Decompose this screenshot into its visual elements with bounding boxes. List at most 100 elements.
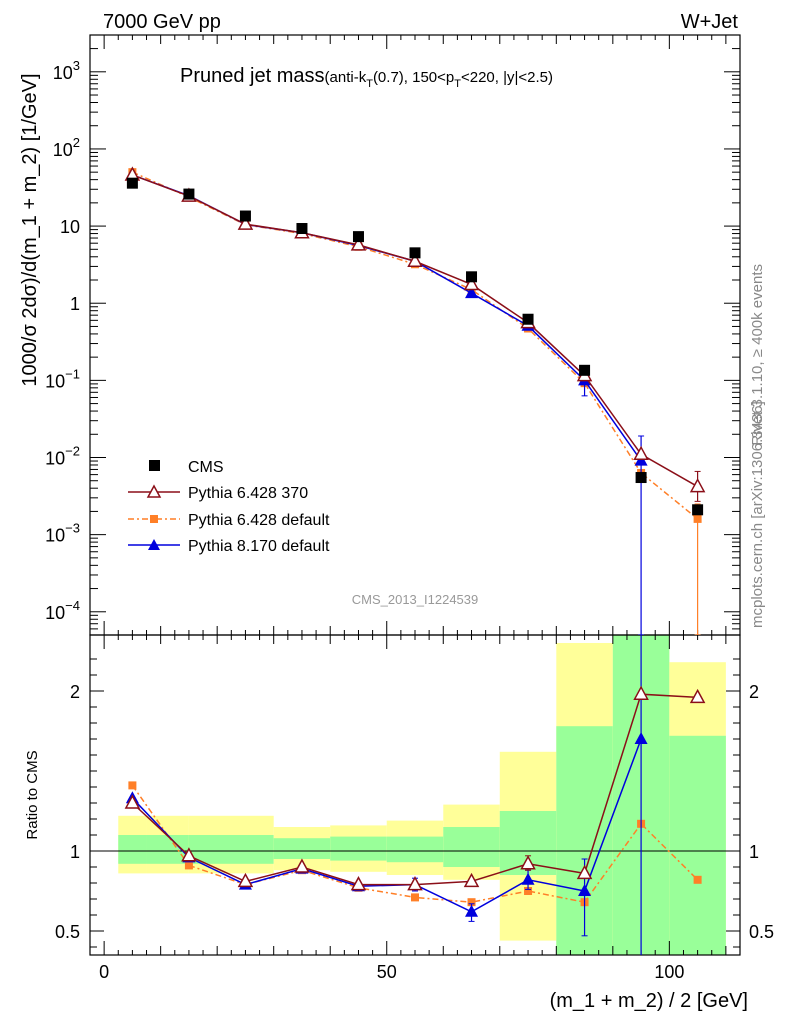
ratio-p6-370-point xyxy=(350,876,367,891)
y-tick-label-exponent: −3 xyxy=(65,521,80,536)
ratio-y-tick-label: 1 xyxy=(70,842,80,862)
y-tick-label-exponent: 2 xyxy=(73,135,80,150)
plot-title-sub-mid: (0.7), 150<p xyxy=(373,69,454,86)
ratio-p8-point xyxy=(578,884,592,896)
band-inner xyxy=(118,835,147,864)
legend: CMS Pythia 6.428 370 Pythia 6.428 defaul… xyxy=(128,459,330,555)
y-tick-label-mantissa: 10 xyxy=(53,140,73,160)
x-axis-title: (m_1 + m_2) / 2 [GeV] xyxy=(550,990,748,1012)
main-p6-370-point xyxy=(689,477,706,493)
ratio-p8-point xyxy=(521,872,535,885)
ratio-y-tick-label-right: 2 xyxy=(749,682,759,702)
ratio-y-tick-label: 0.5 xyxy=(55,922,80,942)
ratio-p6-370-point xyxy=(689,688,706,704)
main-cms-point xyxy=(579,364,591,376)
ratio-p6-default-point xyxy=(184,861,193,870)
y-tick-label-exponent: −2 xyxy=(65,444,80,459)
legend-marker-p6-default xyxy=(150,515,158,523)
ratio-p6-370-point xyxy=(407,876,423,891)
main-p6-default-point xyxy=(693,514,702,523)
legend-label-p6-default: Pythia 6.428 default xyxy=(188,512,330,529)
band-inner xyxy=(188,835,274,864)
plot-title: Pruned jet mass(anti-kT(0.7), 150<pT<220… xyxy=(180,65,553,90)
y-tick-label-exponent: 3 xyxy=(73,58,80,73)
y-tick-label-exponent: −1 xyxy=(65,366,80,381)
main-p6-370-line xyxy=(132,174,698,488)
ratio-p8-line xyxy=(131,738,642,913)
ratio-uncertainty-bands xyxy=(118,635,726,955)
legend-marker-p8 xyxy=(148,539,160,550)
band-inner xyxy=(386,836,444,863)
legend-label-p6-370: Pythia 6.428 370 xyxy=(188,485,308,502)
plot-title-sub-T2: T xyxy=(454,78,461,90)
legend-marker-cms xyxy=(149,460,160,471)
main-cms-point xyxy=(183,188,195,200)
main-p6-370-point xyxy=(350,236,367,251)
main-cms-point xyxy=(409,247,421,259)
main-p6-370-point xyxy=(633,445,649,461)
band-inner xyxy=(273,838,331,859)
y-tick-label: 1 xyxy=(70,294,80,314)
y-tick-label-mantissa: 10 xyxy=(45,449,65,469)
main-p8-point xyxy=(465,286,479,299)
legend-label-cms: CMS xyxy=(188,459,224,476)
ratio-y-tick-label-right: 0.5 xyxy=(749,922,774,942)
ratio-p8-point xyxy=(465,904,479,917)
plot-title-main: Pruned jet mass xyxy=(180,65,325,87)
rivet-info: Rivet 3.1.10, ≥ 400k events xyxy=(749,264,766,446)
y-tick-label: 10−4 xyxy=(45,598,80,623)
y-tick-label: 103 xyxy=(53,58,80,83)
ratio-series xyxy=(90,635,740,955)
ratio-p6-370-point xyxy=(633,685,649,700)
band-inner xyxy=(330,836,387,861)
ratio-p6-370-point xyxy=(124,794,141,809)
ratio-y-tick-label: 2 xyxy=(70,682,80,702)
ratio-p6-default-point xyxy=(524,887,533,895)
y-tick-label-mantissa: 10 xyxy=(45,371,65,391)
main-cms-point xyxy=(635,472,647,484)
main-p8-line xyxy=(132,174,642,462)
ratio-y-tick-label-right: 1 xyxy=(749,842,759,862)
main-cms-point xyxy=(522,313,534,325)
y-tick-label: 10−2 xyxy=(45,444,80,469)
ratio-p6-default-point xyxy=(693,875,702,884)
band-inner xyxy=(443,827,500,867)
main-cms-point xyxy=(692,504,704,516)
main-cms-point xyxy=(239,210,251,222)
x-tick-label: 50 xyxy=(377,962,397,982)
plot-title-sub-post: <220, |y|<2.5) xyxy=(461,69,553,86)
main-series xyxy=(124,166,706,635)
plot-title-sub-pre: (anti-k xyxy=(325,69,367,86)
x-tick-label: 0 xyxy=(99,962,109,982)
plot-title-sub-T1: T xyxy=(366,78,373,90)
main-cms-point xyxy=(126,177,138,189)
main-p6-370-point xyxy=(463,275,480,291)
ratio-p6-default-point xyxy=(128,781,137,790)
band-inner xyxy=(669,735,726,955)
y-tick-label-mantissa: 10 xyxy=(45,526,65,546)
ratio-p6-370-point xyxy=(237,872,254,888)
ratio-p8-point xyxy=(634,732,648,744)
y-axis-title-main: 1000/σ 2dσ)/d(m_1 + m_2) [1/GeV] xyxy=(19,73,41,386)
y-tick-label: 10−3 xyxy=(45,521,80,546)
header-left: 7000 GeV pp xyxy=(103,11,221,33)
main-cms-point xyxy=(296,223,308,235)
y-tick-label: 10 xyxy=(60,217,80,237)
header-right: W+Jet xyxy=(681,11,739,33)
main-p6-370-point xyxy=(237,215,254,230)
y-axis-title-ratio: Ratio to CMS xyxy=(24,750,41,839)
ratio-p6-370-point xyxy=(576,864,593,880)
y-tick-label-exponent: −4 xyxy=(65,598,80,613)
ratio-p6-default-point xyxy=(411,893,419,902)
legend-marker-p6-370 xyxy=(146,484,162,498)
y-tick-label-mantissa: 10 xyxy=(45,603,65,623)
y-tick-label: 10−1 xyxy=(45,366,80,391)
main-cms-point xyxy=(352,231,364,243)
main-p6-370-point xyxy=(407,252,423,268)
ratio-p6-default-point xyxy=(467,898,476,907)
mcplots-info: mcplots.cern.ch [arXiv:1306.3436] xyxy=(749,401,766,628)
legend-label-p8: Pythia 8.170 default xyxy=(188,538,330,555)
analysis-label: CMS_2013_I1224539 xyxy=(352,592,479,607)
